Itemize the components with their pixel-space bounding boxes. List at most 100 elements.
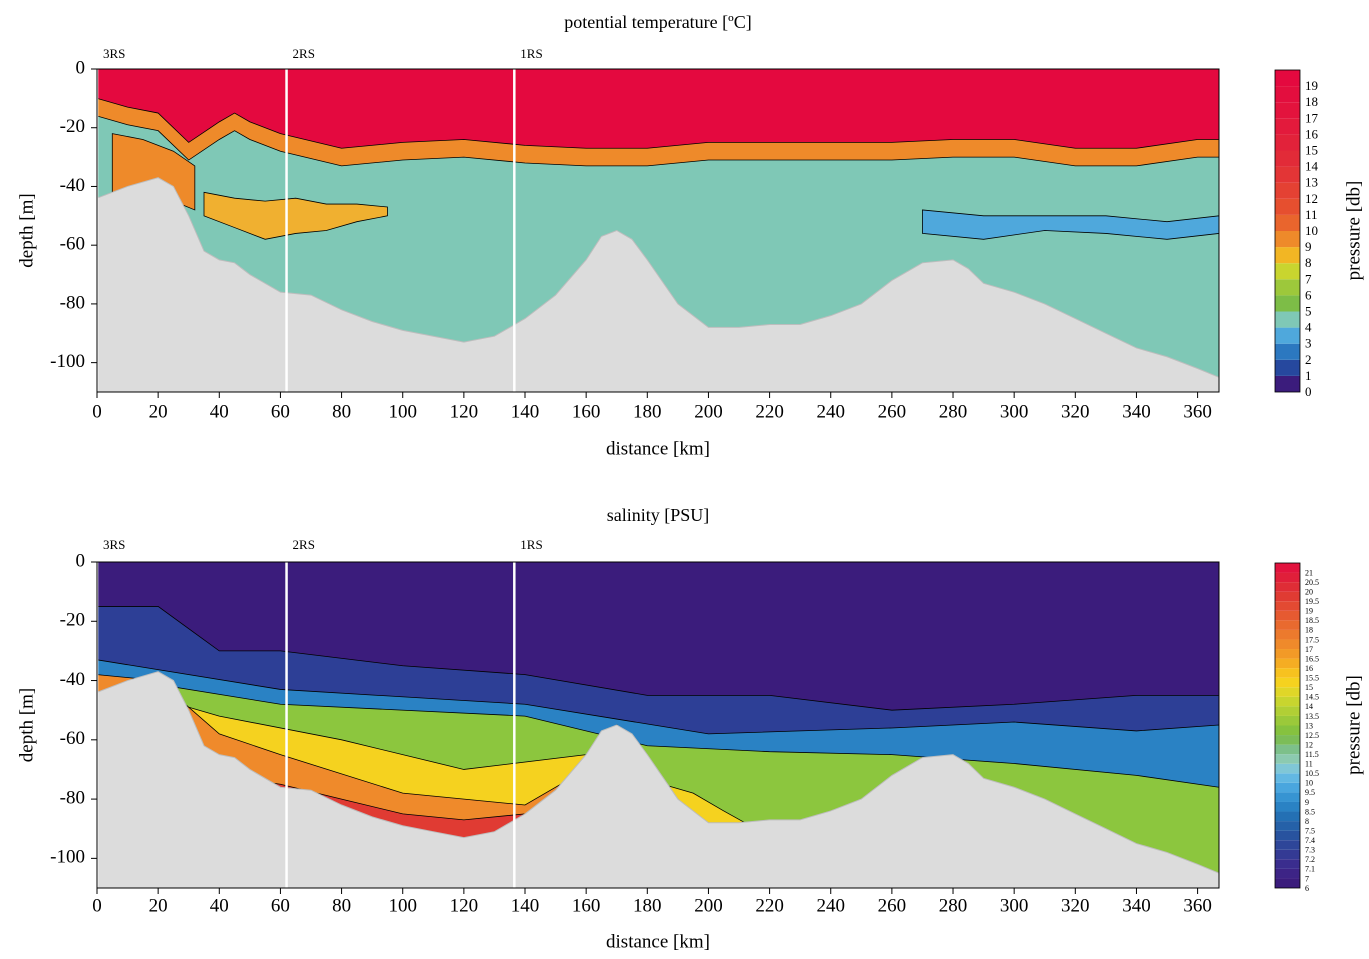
colorbar-band: [1275, 563, 1300, 573]
y-tick-label: -100: [50, 351, 85, 372]
colorbar-band: [1275, 687, 1300, 697]
colorbar-tick-label: 14: [1305, 159, 1319, 174]
y-tick-label: -80: [60, 787, 85, 808]
y-tick-label: -100: [50, 847, 85, 868]
chart-title: potential temperature [ºC]: [564, 12, 752, 32]
colorbar-band: [1275, 182, 1300, 199]
x-tick-label: 340: [1122, 895, 1151, 916]
colorbar-tick-label: 15: [1305, 683, 1313, 692]
x-tick-label: 340: [1122, 401, 1151, 422]
colorbar-band: [1275, 811, 1300, 822]
colorbar-tick-label: 7.2: [1305, 855, 1315, 864]
x-tick-label: 40: [210, 895, 229, 916]
colorbar-tick-label: 12: [1305, 191, 1318, 206]
colorbar-tick-label: 20.5: [1305, 578, 1319, 587]
colorbar-band: [1275, 279, 1300, 296]
station-label: 2RS: [293, 537, 315, 552]
colorbar-tick-label: 7.4: [1305, 836, 1315, 845]
y-axis-label: depth [m]: [16, 688, 37, 762]
layer: [203, 191, 388, 240]
colorbar-tick-label: 15: [1305, 142, 1318, 157]
colorbar-tick-label: 7: [1305, 874, 1309, 883]
x-tick-label: 240: [816, 401, 845, 422]
x-tick-label: 0: [92, 401, 102, 422]
colorbar-band: [1275, 773, 1300, 783]
colorbar-band: [1275, 801, 1300, 812]
x-tick-label: 360: [1183, 401, 1212, 422]
colorbar-tick-label: 12.5: [1305, 731, 1319, 740]
colorbar-band: [1275, 878, 1300, 888]
colorbar-band: [1275, 118, 1300, 135]
colorbar-tick-label: 20: [1305, 588, 1313, 597]
station-label: 1RS: [520, 46, 542, 61]
x-tick-label: 120: [450, 895, 479, 916]
x-tick-label: 280: [939, 401, 968, 422]
station-label: 3RS: [103, 537, 125, 552]
colorbar-band: [1275, 735, 1300, 745]
colorbar-tick-label: 11.5: [1305, 750, 1319, 759]
colorbar-tick-label: 7.1: [1305, 865, 1315, 874]
colorbar-tick-label: 11: [1305, 760, 1313, 769]
x-tick-label: 360: [1183, 895, 1212, 916]
colorbar-tick-label: 7.5: [1305, 826, 1315, 835]
seafloor: [96, 177, 1220, 378]
colorbar-tick-label: 9.5: [1305, 788, 1315, 797]
x-tick-label: 20: [149, 895, 168, 916]
colorbar-tick-label: 19.5: [1305, 597, 1319, 606]
colorbar-tick-label: 18.5: [1305, 616, 1319, 625]
x-tick-label: 300: [1000, 895, 1029, 916]
x-tick-label: 20: [149, 401, 168, 422]
x-tick-label: 80: [332, 895, 351, 916]
x-tick-label: 320: [1061, 401, 1090, 422]
colorbar-tick-label: 5: [1305, 303, 1312, 318]
x-tick-label: 140: [511, 895, 540, 916]
colorbar-band: [1275, 715, 1300, 726]
x-tick-label: 100: [388, 895, 417, 916]
x-tick-label: 120: [450, 401, 479, 422]
x-tick-label: 300: [1000, 401, 1029, 422]
colorbar-tick-label: 15.5: [1305, 674, 1319, 683]
chart-title: salinity [PSU]: [607, 505, 710, 525]
colorbar-band: [1275, 782, 1300, 793]
colorbar-band: [1275, 706, 1300, 716]
colorbar-tick-label: 14.5: [1305, 693, 1319, 702]
colorbar-band: [1275, 102, 1300, 119]
x-tick-label: 60: [271, 401, 290, 422]
colorbar-tick-label: 4: [1305, 320, 1312, 335]
layer: [922, 209, 1219, 240]
colorbar-band: [1275, 639, 1300, 650]
x-tick-label: 60: [271, 895, 290, 916]
colorbar-band: [1275, 830, 1300, 841]
colorbar-band: [1275, 150, 1300, 167]
colorbar-band: [1275, 620, 1300, 630]
colorbar-tick-label: 17.5: [1305, 635, 1319, 644]
colorbar-tick-label: 1: [1305, 368, 1312, 383]
colorbar-band: [1275, 744, 1300, 755]
colorbar-tick-label: 18: [1305, 626, 1313, 635]
x-tick-label: 280: [939, 895, 968, 916]
colorbar-band: [1275, 214, 1300, 231]
colorbar-band: [1275, 591, 1300, 602]
colorbar-tick-label: 9: [1305, 239, 1312, 254]
colorbar-band: [1275, 343, 1300, 360]
colorbar-band: [1275, 166, 1300, 183]
y-tick-label: -20: [60, 610, 85, 631]
colorbar-label: pressure [db]: [1343, 181, 1364, 281]
colorbar-tick-label: 17: [1305, 645, 1313, 654]
colorbar-tick-label: 16.5: [1305, 654, 1319, 663]
colorbar-tick-label: 19: [1305, 78, 1318, 93]
x-tick-label: 160: [572, 895, 601, 916]
seafloor: [96, 671, 1220, 874]
colorbar-tick-label: 12: [1305, 740, 1313, 749]
colorbar-tick-label: 6: [1305, 884, 1309, 893]
colorbar-tick-label: 10: [1305, 223, 1318, 238]
colorbar-band: [1275, 754, 1300, 764]
colorbar-band: [1275, 696, 1300, 707]
colorbar-band: [1275, 821, 1300, 831]
x-axis-label: distance [km]: [606, 931, 710, 952]
colorbar-tick-label: 8.5: [1305, 807, 1315, 816]
colorbar-tick-label: 13: [1305, 721, 1313, 730]
colorbar-tick-label: 18: [1305, 94, 1318, 109]
colorbar-band: [1275, 359, 1300, 376]
